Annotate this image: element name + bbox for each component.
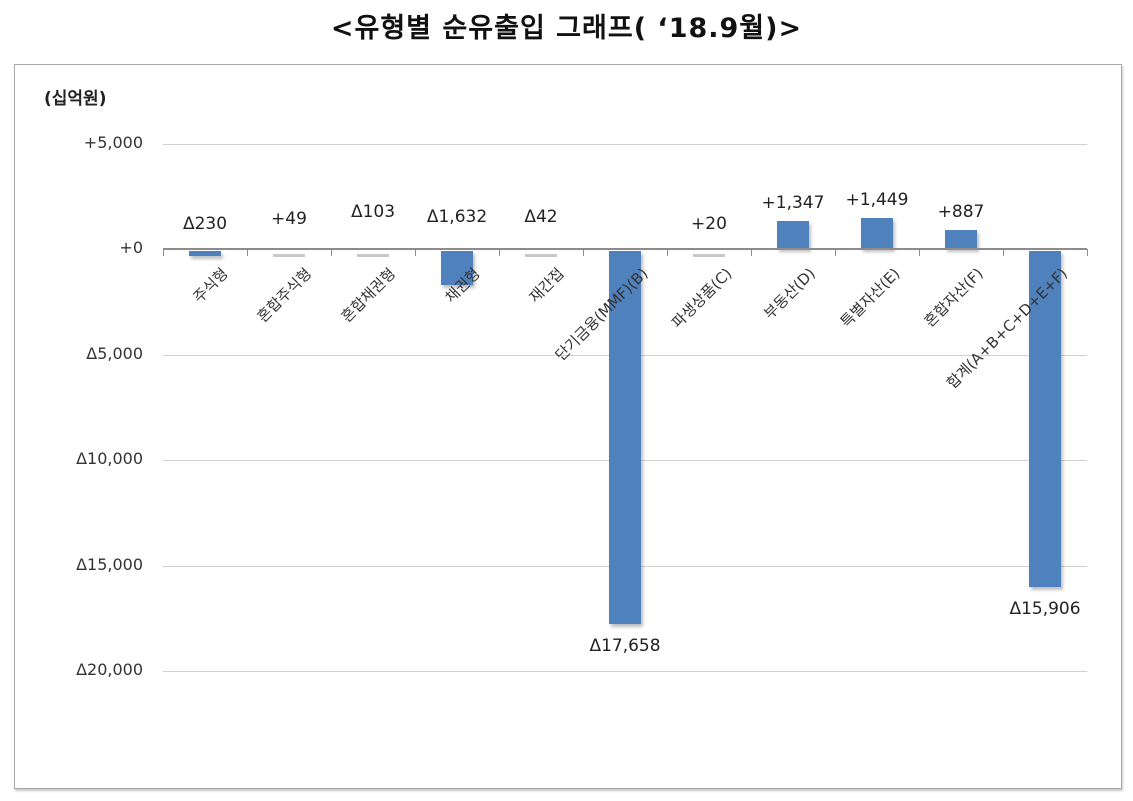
x-axis-tick <box>919 249 920 256</box>
data-label: +49 <box>271 209 307 229</box>
bar <box>609 251 641 624</box>
data-label: +1,347 <box>761 192 825 213</box>
y-tick-label: Δ20,000 <box>76 660 143 679</box>
data-label: Δ1,632 <box>426 207 488 227</box>
data-label: Δ42 <box>524 207 558 227</box>
bar <box>273 254 305 257</box>
y-tick-label: Δ5,000 <box>86 344 143 363</box>
chart-frame <box>14 64 1122 789</box>
bar <box>945 230 977 249</box>
x-category-label: 특별자산(E) <box>836 264 904 332</box>
x-category-label: 혼합자산(F) <box>920 264 988 331</box>
data-label: +887 <box>937 202 985 223</box>
x-axis-tick <box>499 249 500 256</box>
gridline <box>163 144 1087 145</box>
x-category-label: 주식형 <box>189 264 232 307</box>
y-tick-label: Δ10,000 <box>76 449 143 468</box>
x-axis-tick <box>1087 249 1088 256</box>
bar <box>357 254 389 257</box>
data-label: +20 <box>691 214 727 234</box>
bar <box>189 251 221 256</box>
x-category-label: 혼합채권형 <box>337 264 400 326</box>
y-tick-label: +5,000 <box>83 133 143 152</box>
x-axis-tick <box>835 249 836 256</box>
x-axis-tick <box>415 249 416 256</box>
x-axis-tick <box>1003 249 1004 256</box>
chart-title: <유형별 순유출입 그래프( ‘18.9월)> <box>330 13 803 44</box>
data-label: Δ15,906 <box>1009 598 1081 619</box>
data-label: +1,449 <box>845 190 909 211</box>
data-label: Δ103 <box>350 202 396 222</box>
bar <box>777 220 809 249</box>
x-category-label: 재간접 <box>525 264 568 307</box>
bar <box>441 251 473 286</box>
x-category-label: 혼합주식형 <box>253 264 316 326</box>
bar <box>861 218 893 249</box>
x-axis-tick <box>667 249 668 256</box>
bar <box>525 254 557 257</box>
x-category-label: 부동산(D) <box>760 264 820 323</box>
x-axis-tick <box>331 249 332 256</box>
x-category-label: 파생상품(C) <box>667 264 736 332</box>
data-label: Δ17,658 <box>589 635 661 656</box>
x-axis-line <box>163 248 1087 250</box>
gridline <box>163 671 1087 672</box>
y-tick-label: +0 <box>119 238 143 257</box>
unit-label: (십억원) <box>44 89 107 109</box>
y-tick-label: Δ15,000 <box>76 555 143 574</box>
bar <box>693 254 725 257</box>
x-axis-tick <box>751 249 752 256</box>
data-label: Δ230 <box>182 214 228 234</box>
x-axis-tick <box>163 249 164 256</box>
x-axis-tick <box>247 249 248 256</box>
x-axis-tick <box>583 249 584 256</box>
bar <box>1029 251 1061 587</box>
